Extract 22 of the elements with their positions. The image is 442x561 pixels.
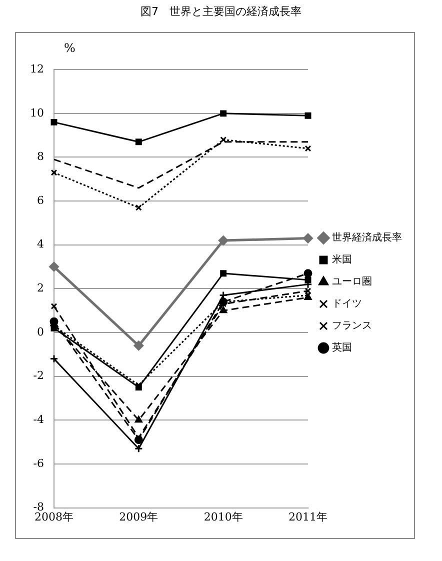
y-tick-label: 12 (30, 62, 44, 76)
y-axis-title: % (64, 41, 76, 55)
legend-label: 英国 (332, 342, 352, 354)
y-tick-label: -4 (33, 413, 44, 426)
legend-label: 米国 (332, 254, 352, 266)
legend-label: フランス (332, 320, 372, 332)
y-tick-label: 4 (36, 238, 44, 251)
chart-title: 図7 世界と主要国の経済成長率 (140, 4, 302, 19)
x-tick-label: 2009年 (119, 510, 158, 524)
y-tick-label: 0 (36, 325, 44, 338)
y-tick-label: 6 (36, 194, 44, 207)
legend-label: 世界経済成長率 (332, 232, 402, 244)
x-tick-label: 2008年 (34, 510, 74, 524)
y-tick-label: -2 (33, 369, 44, 382)
y-tick-label: 10 (30, 106, 44, 120)
y-tick-label: -6 (33, 456, 44, 470)
x-tick-label: 2011年 (288, 510, 328, 524)
legend-label: ユーロ圏 (332, 276, 372, 288)
y-tick-label: 2 (36, 282, 44, 295)
x-tick-label: 2010年 (204, 510, 243, 524)
y-tick-label: 8 (36, 150, 44, 164)
legend-label: ドイツ (332, 298, 362, 310)
